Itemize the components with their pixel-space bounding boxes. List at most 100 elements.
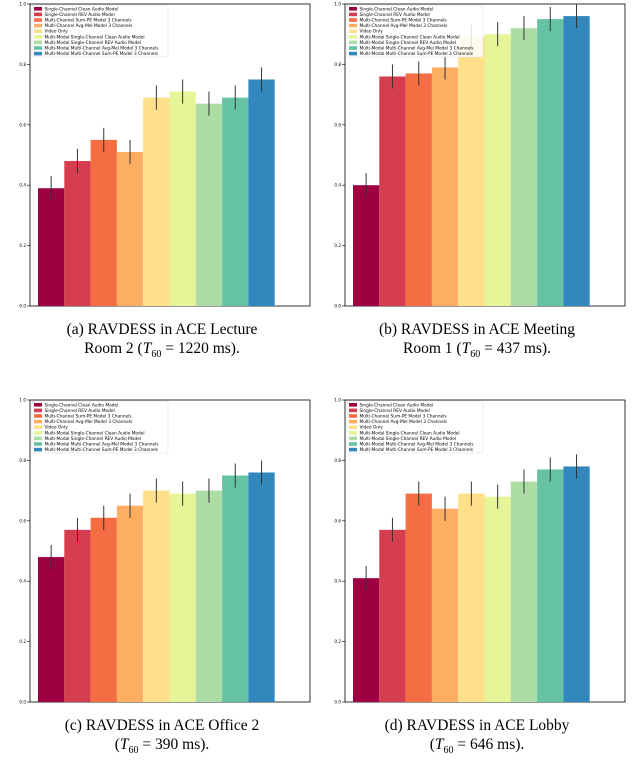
bar <box>431 67 459 306</box>
bar <box>353 185 380 306</box>
y-tick-label: 0.0 <box>19 700 26 705</box>
y-tick-label: 0.2 <box>334 243 341 248</box>
bar <box>484 34 511 306</box>
legend-swatch <box>349 408 357 413</box>
legend-label: Multi-Modal Single-Channel Clean Audio M… <box>45 430 145 436</box>
legend-swatch <box>349 436 357 441</box>
legend-label: Multi-Modal Multi-Channel Avg-Mel Model … <box>360 46 475 52</box>
bar <box>563 16 590 307</box>
legend-label: Multi-Modal Multi-Channel Sum-PE Model 3… <box>45 51 159 57</box>
legend: Single-Channel Clean Audio ModelSingle-C… <box>346 4 484 58</box>
y-tick-label: 0.6 <box>334 518 341 523</box>
legend-label: Video Only <box>360 29 384 35</box>
bar <box>510 28 538 306</box>
bar <box>537 19 564 306</box>
bar <box>431 508 459 702</box>
caption-line-1: (a) RAVDESS in ACE Lecture <box>66 321 258 338</box>
y-tick-label: 0.6 <box>334 122 341 127</box>
bar <box>379 76 406 306</box>
legend-label: Multi-Modal Multi-Channel Avg-Mel Model … <box>45 46 160 52</box>
bar <box>353 578 380 702</box>
legend-swatch <box>34 46 42 50</box>
legend-label: Multi-Modal Single-Channel REV Audio Mod… <box>360 40 457 46</box>
chart-panel-b: 0.0 0.2 0.4 0.6 0.8 1.0 Single-Channel Clean A… <box>327 2 627 362</box>
legend-box <box>346 400 484 454</box>
legend-swatch <box>34 436 42 441</box>
legend-swatch <box>34 425 42 429</box>
legend-label: Multi-Channel Sum-PE Model 3 Channels <box>360 18 448 24</box>
y-tick-label: 1.0 <box>19 2 26 7</box>
legend-swatch <box>349 431 357 435</box>
legend-label: Single-Channel Clean Audio Model <box>45 402 119 408</box>
legend-label: Multi-Modal Single-Channel Clean Audio M… <box>45 34 145 40</box>
legend-swatch <box>34 40 42 45</box>
bar-chart-b: 0.0 0.2 0.4 0.6 0.8 1.0 Single-Channel Clean A… <box>334 2 626 309</box>
legend-swatch <box>34 414 42 418</box>
bar <box>195 103 223 306</box>
legend-swatch <box>349 35 357 39</box>
bar <box>563 466 590 702</box>
legend: Single-Channel Clean Audio ModelSingle-C… <box>346 400 484 454</box>
caption-line-2: Room 1 (T60 = 437 ms). <box>403 340 551 361</box>
legend-swatch <box>34 29 42 33</box>
caption-c: (c) RAVDESS in ACE Office 2 (T60 = 390 m… <box>12 716 312 760</box>
legend-swatch <box>34 408 42 413</box>
bar <box>38 188 65 306</box>
chart-panel-d: 0.0 0.2 0.4 0.6 0.8 1.0 Single-Channel Clean A… <box>327 398 627 758</box>
legend-label: Multi-Channel Avg-Mel Model 3 Channels <box>360 23 448 29</box>
legend-swatch <box>349 414 357 418</box>
legend-swatch <box>349 7 357 11</box>
legend-label: Single-Channel REV Audio Model <box>360 12 430 18</box>
bar <box>143 490 170 702</box>
caption-a: (a) RAVDESS in ACE Lecture Room 2 (T60 =… <box>12 320 312 364</box>
bar <box>379 529 406 702</box>
y-tick-label: 0.0 <box>334 304 341 309</box>
chart-panel-c: 0.0 0.2 0.4 0.6 0.8 1.0 Single-Channel Clean A… <box>12 398 312 758</box>
bar <box>195 490 223 702</box>
bar-chart-c: 0.0 0.2 0.4 0.6 0.8 1.0 Single-Channel Clean A… <box>19 398 311 705</box>
caption-math: T60 <box>461 340 481 361</box>
legend-label: Single-Channel Clean Audio Model <box>360 402 434 408</box>
legend-label: Multi-Channel Sum-PE Model 3 Channels <box>360 414 448 420</box>
legend-swatch <box>34 23 42 28</box>
legend-label: Video Only <box>45 425 69 431</box>
y-tick-label: 0.4 <box>334 579 341 584</box>
legend-swatch <box>34 431 42 435</box>
bar <box>222 97 249 307</box>
legend-box <box>31 4 169 58</box>
legend-label: Multi-Modal Multi-Channel Avg-Mel Model … <box>45 442 160 448</box>
caption-line-2: (T60 = 646 ms). <box>429 736 525 757</box>
bar <box>38 557 65 702</box>
bar <box>537 469 564 702</box>
legend-label: Multi-Channel Avg-Mel Model 3 Channels <box>45 419 133 425</box>
legend-swatch <box>349 419 357 424</box>
legend-label: Multi-Channel Sum-PE Model 3 Channels <box>45 414 133 420</box>
y-tick-label: 0.2 <box>334 639 341 644</box>
legend-label: Multi-Modal Multi-Channel Sum-PE Model 3… <box>45 447 159 453</box>
legend-swatch <box>34 403 42 407</box>
y-tick-label: 0.0 <box>334 700 341 705</box>
y-tick-label: 0.2 <box>19 639 26 644</box>
legend-label: Multi-Modal Single-Channel Clean Audio M… <box>360 34 460 40</box>
legend-swatch <box>349 23 357 28</box>
legend-label: Single-Channel Clean Audio Model <box>45 6 119 12</box>
bar <box>405 493 432 702</box>
legend-label: Video Only <box>360 425 384 431</box>
bar-chart-a: 0.0 0.2 0.4 0.6 0.8 1.0 Single-Channel Clean A… <box>19 2 311 309</box>
y-tick-label: 1.0 <box>334 2 341 7</box>
bar <box>90 517 117 702</box>
bar <box>405 73 432 307</box>
bar <box>169 493 196 702</box>
legend-label: Multi-Modal Multi-Channel Avg-Mel Model … <box>360 442 475 448</box>
legend-label: Multi-Modal Multi-Channel Sum-PE Model 3… <box>360 447 474 453</box>
legend-label: Single-Channel REV Audio Model <box>45 408 115 414</box>
y-tick-label: 0.8 <box>19 62 26 67</box>
legend-swatch <box>349 46 357 50</box>
legend-swatch <box>349 425 357 429</box>
legend-swatch <box>34 35 42 39</box>
legend-swatch <box>349 12 357 17</box>
legend-swatch <box>34 7 42 11</box>
legend-swatch <box>349 29 357 33</box>
legend-swatch <box>34 12 42 17</box>
legend-swatch <box>349 40 357 45</box>
